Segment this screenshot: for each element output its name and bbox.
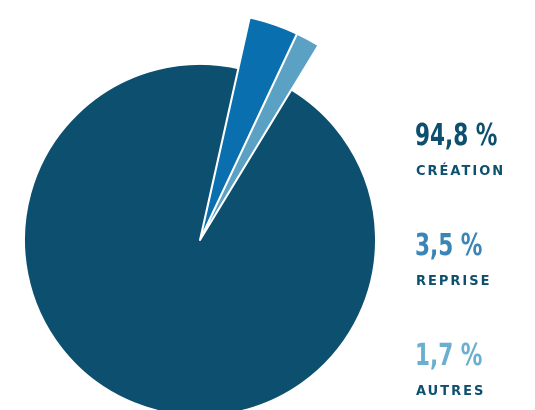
legend-value: 3,5 % xyxy=(415,229,482,263)
legend-label: AUTRES xyxy=(416,384,485,399)
legend-value: 1,7 % xyxy=(415,339,482,373)
pie-slice xyxy=(199,32,320,241)
legend-label: REPRISE xyxy=(416,274,492,289)
pie-slice xyxy=(23,63,377,410)
legend-value: 94,8 % xyxy=(415,119,497,153)
legend-label: CRÉATION xyxy=(416,163,505,179)
